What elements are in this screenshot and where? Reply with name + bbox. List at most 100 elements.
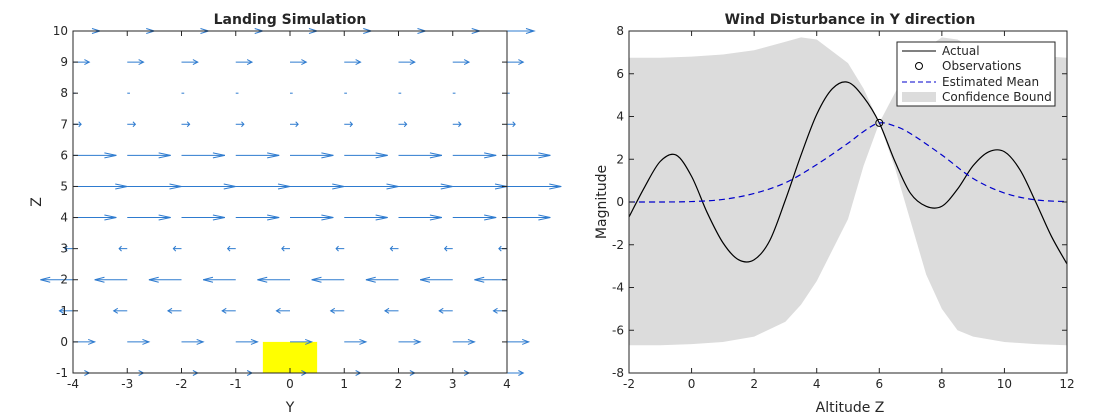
wind-arrow-head [484, 152, 497, 159]
wind-arrow-head [467, 338, 476, 345]
right-x-tick-label: 12 [1059, 377, 1074, 391]
wind-arrow-head [267, 214, 280, 221]
legend-observations-label: Observations [942, 59, 1021, 73]
legend-estimated-mean-label: Estimated Mean [942, 75, 1039, 89]
left-x-tick-label: 3 [449, 377, 457, 391]
right-y-tick-label: -2 [612, 238, 624, 252]
wind-arrow-head [375, 214, 388, 221]
wind-arrow-head [212, 152, 226, 159]
wind-arrow-head [429, 152, 443, 159]
wind-arrow-head [64, 245, 68, 252]
left-x-tick-label: 0 [286, 377, 294, 391]
wind-arrow-head [438, 307, 444, 314]
right-x-tick-label: 8 [938, 377, 946, 391]
left-x-tick-label: -3 [121, 377, 133, 391]
legend-actual-label: Actual [942, 44, 980, 58]
wind-arrow-head [158, 214, 171, 221]
wind-arrow-head [311, 276, 322, 283]
wind-arrow-head [420, 276, 431, 283]
right-y-tick-label: -4 [612, 281, 624, 295]
wind-arrow-head [474, 276, 485, 283]
wind-disturbance-panel: Wind Disturbance in Y direction -2 0 2 4 6 8 1… [594, 12, 1075, 416]
wind-arrow-head [518, 59, 525, 66]
wind-arrow-head [112, 307, 119, 314]
right-y-tick-label: 8 [616, 24, 624, 38]
left-y-tick-label: 8 [60, 86, 68, 100]
wind-arrow-head [403, 121, 408, 128]
wind-arrow-head [458, 121, 462, 128]
wind-arrow-head [250, 338, 259, 345]
wind-arrow-head [295, 121, 299, 128]
legend-confidence-bound-swatch [902, 92, 936, 102]
left-chart-title: Landing Simulation [214, 12, 367, 28]
wind-arrow-head [443, 245, 448, 252]
wind-arrow-head [484, 214, 497, 221]
right-x-axis-label: Altitude Z [816, 400, 885, 416]
right-x-tick-label: 10 [997, 377, 1012, 391]
wind-arrow-head [192, 59, 199, 66]
observation-point [875, 118, 884, 127]
wind-arrow-head [221, 307, 227, 314]
wind-arrow-head [118, 245, 122, 252]
right-y-tick-label: 6 [616, 67, 624, 81]
left-y-tick-label: 6 [60, 148, 68, 162]
wind-arrow-head [355, 59, 362, 66]
right-x-tick-label: -2 [623, 377, 635, 391]
wind-arrow-head [549, 183, 562, 190]
left-x-tick-label: 1 [340, 377, 348, 391]
wind-arrow-head [246, 59, 254, 66]
left-y-axis-label: Z [29, 197, 45, 207]
landing-simulation-panel: Landing Simulation -4 -3 -2 -1 0 1 2 3 4 -1 0 1 2 3 4 5… [29, 12, 562, 416]
wind-arrow-head [321, 152, 334, 159]
right-y-tick-label: 4 [616, 110, 624, 124]
wind-arrow-head [104, 214, 117, 221]
wind-arrow-head [359, 338, 368, 345]
left-y-tick-label: 4 [60, 211, 68, 225]
wind-arrow-head [498, 245, 502, 252]
right-x-tick-label: 4 [813, 377, 821, 391]
wind-arrow-head [88, 338, 97, 345]
wind-arrow-head [538, 214, 551, 221]
wind-arrow-head [518, 370, 525, 376]
wind-arrow-head [212, 214, 226, 221]
wind-arrow-head [172, 245, 177, 252]
right-x-tick-label: 6 [875, 377, 883, 391]
wind-arrow-head [321, 214, 334, 221]
right-y-tick-label: 2 [616, 152, 624, 166]
wind-arrow-head [375, 152, 388, 159]
wind-arrow-head [522, 338, 531, 345]
estimated-mean-series-line [628, 122, 1068, 203]
left-axes-box [72, 30, 508, 374]
wind-arrow-head [241, 121, 245, 128]
legend-confidence-bound-label: Confidence Bound [942, 90, 1052, 104]
left-y-tick-label: 3 [60, 242, 68, 256]
wind-arrow-head [132, 121, 137, 128]
left-y-tick-label: 5 [60, 179, 68, 193]
wind-arrow-head [301, 59, 308, 66]
right-plot-area: -2 0 2 4 6 8 10 12 -8 -6 -4 -2 0 2 4 6 8 [612, 24, 1075, 391]
left-y-tick-label: -1 [56, 366, 68, 380]
wind-arrow-head [365, 276, 376, 283]
wind-arrow-head [463, 59, 471, 66]
wind-arrow-head [383, 307, 390, 314]
right-y-tick-label: -6 [612, 323, 624, 337]
wind-arrow-head [84, 59, 91, 66]
confidence-bound-band [629, 37, 1067, 346]
left-y-tick-label: 1 [60, 304, 68, 318]
right-chart-title: Wind Disturbance in Y direction [725, 12, 976, 28]
right-x-tick-label: 2 [750, 377, 758, 391]
wind-arrow-head [226, 245, 231, 252]
wind-arrow-head [275, 307, 281, 314]
left-x-tick-label: -4 [67, 377, 79, 391]
legend: Actual Observations Estimated Mean Confi… [896, 41, 1056, 107]
wind-arrow-head [257, 276, 268, 283]
landing-pad [262, 341, 318, 373]
left-x-tick-label: 2 [395, 377, 403, 391]
wind-arrow-head [186, 121, 191, 128]
wind-arrow-head [78, 121, 82, 128]
left-y-tick-label: 2 [60, 273, 68, 287]
right-y-tick-label: 0 [616, 195, 624, 209]
wind-arrow-head [409, 59, 416, 66]
wind-arrow-head [203, 276, 214, 283]
